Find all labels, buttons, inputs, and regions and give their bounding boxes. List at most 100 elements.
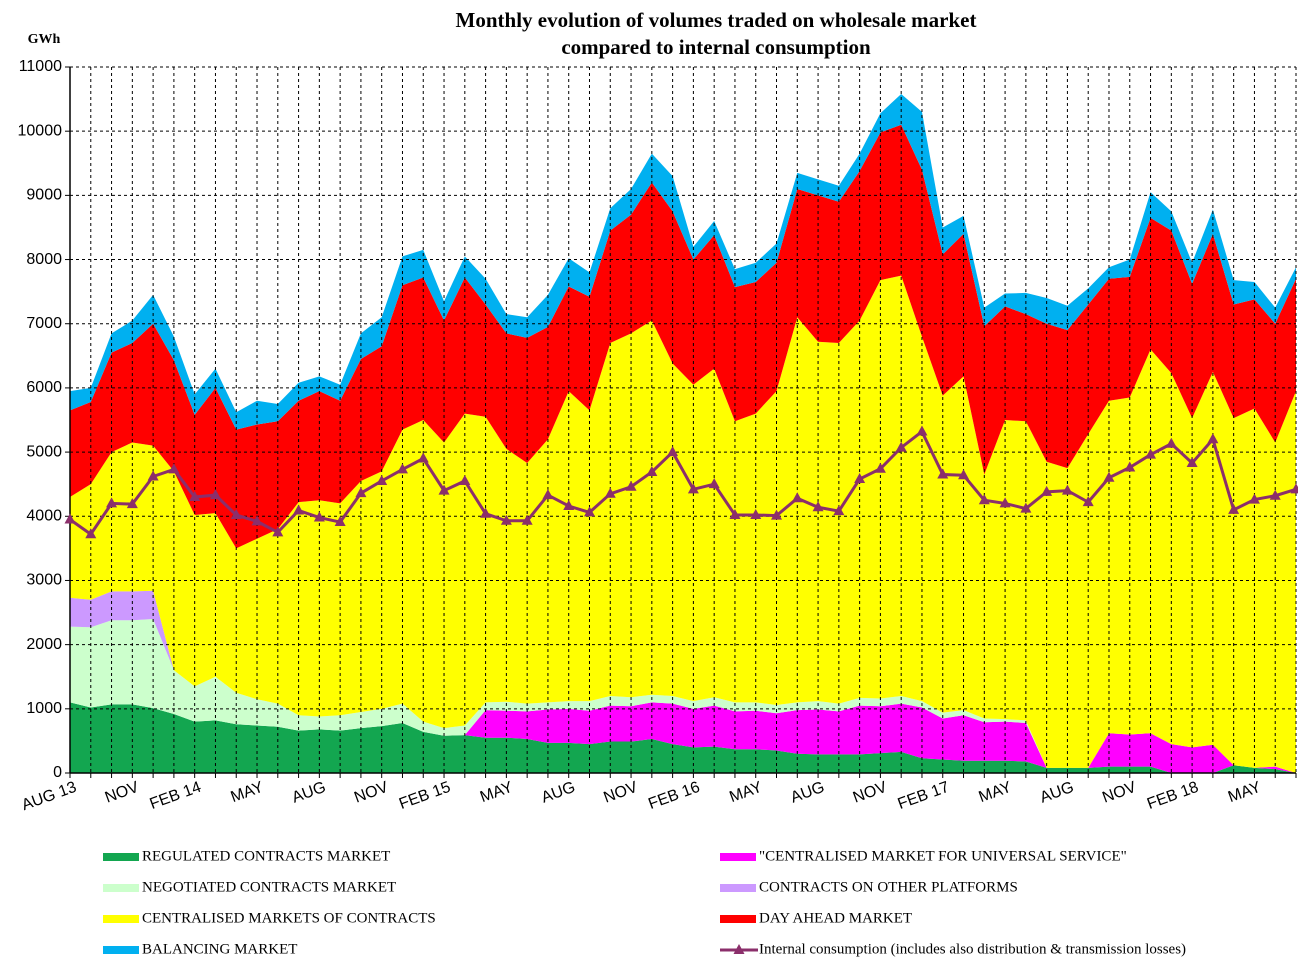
x-tick-label: AUG [1038, 779, 1076, 807]
x-tick-label: FEB 17 [896, 779, 952, 813]
line-marker [230, 508, 242, 519]
legend-label: BALANCING MARKET [142, 941, 297, 957]
line-marker [1186, 457, 1198, 468]
line-marker [1041, 485, 1053, 496]
line-marker [500, 514, 512, 525]
line-marker [209, 489, 221, 500]
line-marker [874, 462, 886, 473]
area [70, 702, 1296, 773]
line-marker [376, 474, 388, 485]
line-marker [958, 469, 970, 480]
legend-label: Internal consumption (includes also dist… [759, 941, 1186, 957]
line-marker [1228, 503, 1240, 514]
line-marker [251, 515, 263, 526]
x-tick-label: AUG [290, 779, 328, 807]
line-marker [625, 480, 637, 491]
y-tick-label: 1000 [26, 700, 62, 717]
y-tick-label: 3000 [26, 572, 62, 589]
line-marker [126, 498, 138, 509]
line-marker [1082, 496, 1094, 507]
legend-swatch [103, 853, 139, 861]
x-tick-label: MAY [1226, 779, 1264, 807]
legend-swatch [103, 915, 139, 923]
y-tick-label: 9000 [26, 187, 62, 204]
legend-label: DAY AHEAD MARKET [759, 910, 912, 926]
line-marker [459, 474, 471, 485]
line-marker [480, 507, 492, 518]
line-marker [604, 487, 616, 498]
x-tick-label: MAY [727, 779, 765, 807]
line-marker [334, 516, 346, 527]
legend-swatch [103, 946, 139, 954]
x-tick-label: FEB 18 [1145, 779, 1201, 813]
legend-swatch [720, 884, 756, 892]
legend-label: CENTRALISED MARKETS OF CONTRACTS [142, 910, 436, 926]
line-marker [1020, 502, 1032, 513]
line-marker [293, 504, 305, 515]
line-marker [521, 514, 533, 525]
line-marker [85, 528, 97, 539]
line-marker [667, 446, 679, 457]
line-marker [1165, 437, 1177, 448]
line-marker [895, 441, 907, 452]
line-marker [1103, 471, 1115, 482]
line-marker [272, 526, 284, 537]
grid [69, 66, 1297, 774]
legend-swatch [720, 853, 756, 861]
line-marker [771, 509, 783, 520]
y-tick-label: 2000 [26, 636, 62, 653]
line-marker [1145, 448, 1157, 459]
x-tick-label: FEB 16 [646, 779, 702, 813]
x-tick-label: MAY [478, 779, 516, 807]
x-tick-label: NOV [601, 779, 640, 807]
line-marker [1207, 433, 1219, 444]
y-tick-label: 8000 [26, 251, 62, 268]
y-tick-label: 0 [53, 764, 62, 781]
line-marker [812, 501, 824, 512]
legend-label: NEGOTIATED CONTRACTS MARKET [142, 879, 396, 895]
legend-label: CONTRACTS ON OTHER PLATFORMS [759, 879, 1018, 895]
areas [70, 93, 1296, 773]
line-marker [438, 484, 450, 495]
y-tick-label: 10000 [18, 122, 63, 139]
y-tick-label: 6000 [26, 379, 62, 396]
line-marker [396, 463, 408, 474]
line-marker [1248, 493, 1260, 504]
line-marker [854, 473, 866, 484]
x-tick-label: NOV [1100, 779, 1139, 807]
x-tick-label: AUG [539, 779, 577, 807]
chart-subtitle: compared to internal consumption [561, 35, 871, 59]
line-marker [417, 452, 429, 463]
legend-label: REGULATED CONTRACTS MARKET [142, 848, 390, 864]
line [69, 429, 1297, 537]
x-tick-label: NOV [352, 779, 391, 807]
x-tick-label: FEB 14 [148, 779, 204, 813]
chart-title: Monthly evolution of volumes traded on w… [456, 8, 977, 32]
line-marker [168, 463, 180, 474]
line-marker [106, 497, 118, 508]
line-marker [833, 505, 845, 516]
line-marker [64, 513, 76, 524]
line-marker [791, 492, 803, 503]
line-marker [313, 511, 325, 522]
area [70, 702, 1296, 773]
line-marker [1290, 483, 1298, 494]
x-tick-label: MAY [229, 779, 267, 807]
x-tick-label: FEB 15 [397, 779, 453, 813]
line-marker [563, 500, 575, 511]
line-marker [542, 489, 554, 500]
line-marker [355, 487, 367, 498]
line-marker [583, 506, 595, 517]
line-marker [999, 497, 1011, 508]
x-tick-label: AUG 13 [20, 779, 79, 814]
line-marker [1124, 461, 1136, 472]
area [70, 124, 1296, 549]
x-tick-label: NOV [103, 779, 142, 807]
line-marker [937, 468, 949, 479]
line-marker [708, 478, 720, 489]
x-tick-label: NOV [851, 779, 890, 807]
y-axis-label: GWh [28, 32, 61, 47]
y-tick-label: 11000 [19, 58, 62, 75]
legend-swatch [103, 884, 139, 892]
